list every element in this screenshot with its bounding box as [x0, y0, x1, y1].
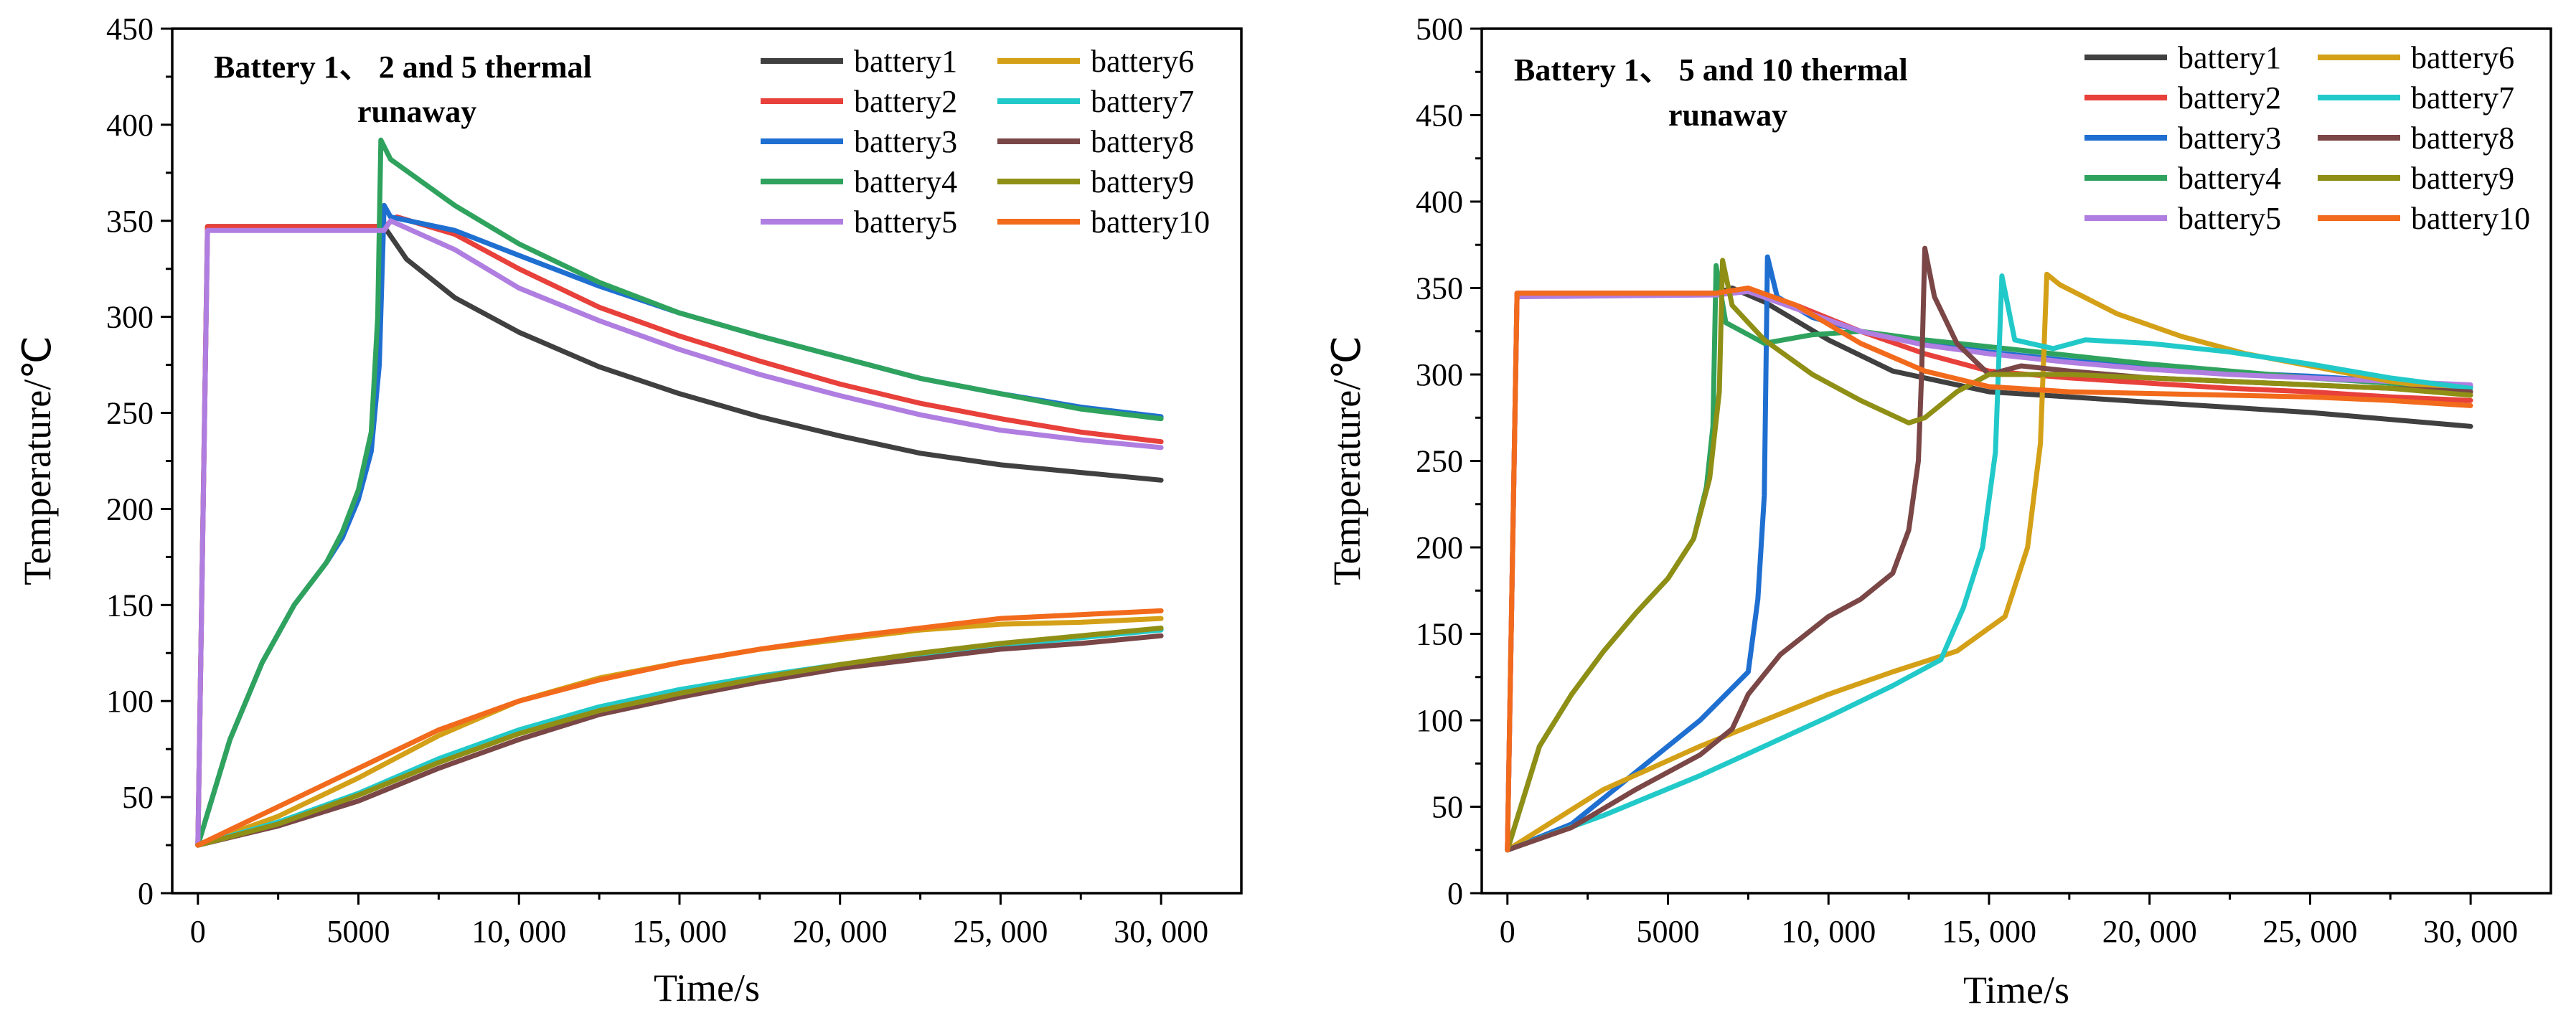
y-tick-label: 150: [1416, 617, 1463, 652]
y-tick-label: 200: [106, 491, 154, 527]
chart-right-ylabel: Temperature/℃: [1325, 336, 1368, 585]
legend-label-battery6: battery6: [2411, 40, 2514, 75]
chart-left-annotation-line1: Battery 1、 2 and 5 thermal: [214, 50, 592, 85]
series-line-battery6: [1505, 271, 2473, 853]
y-tick-label: 250: [1416, 444, 1463, 479]
y-tick-label: 200: [1416, 530, 1463, 565]
legend-label-battery5: battery5: [2178, 201, 2281, 236]
x-tick-label: 10, 000: [1781, 914, 1876, 949]
x-tick-label: 20, 000: [2102, 914, 2197, 949]
legend-label-battery10: battery10: [1091, 204, 1210, 240]
chart-right-series: [1505, 245, 2473, 853]
y-tick-label: 450: [106, 11, 154, 47]
y-tick-label: 100: [106, 684, 154, 719]
legend-label-battery1: battery1: [854, 44, 957, 79]
legend-label-battery8: battery8: [2411, 121, 2514, 156]
x-tick-label: 15, 000: [632, 914, 727, 949]
y-tick-label: 300: [1416, 357, 1463, 392]
x-tick-label: 0: [1500, 914, 1515, 949]
y-tick-label: 400: [1416, 184, 1463, 220]
y-tick-label: 450: [1416, 98, 1463, 133]
legend-label-battery8: battery8: [1091, 124, 1194, 159]
legend-label-battery7: battery7: [1091, 84, 1194, 119]
legend-label-battery2: battery2: [2178, 80, 2281, 116]
series-line-battery1: [195, 224, 1164, 848]
series-line-battery9: [195, 626, 1164, 848]
x-tick-label: 15, 000: [1942, 914, 2036, 949]
chart-left-frame: [171, 27, 1243, 895]
series-line-battery6: [195, 616, 1164, 848]
chart-right-yticks: 0 50 100 150 200 250 300 350 400 450 500: [1416, 11, 1482, 911]
legend-label-battery3: battery3: [854, 124, 957, 159]
chart-right-plot-area: 0 5000 10, 000 15, 000 20, 000 25, 000 30, 000…: [1416, 11, 2552, 949]
legend-label-battery5: battery5: [854, 204, 957, 240]
legend-label-battery2: battery2: [854, 84, 957, 119]
x-tick-label: 10, 000: [471, 914, 566, 949]
y-tick-label: 0: [1447, 876, 1463, 911]
y-tick-label: 300: [106, 300, 154, 335]
legend-label-battery9: battery9: [2411, 161, 2514, 196]
series-line-battery8: [195, 633, 1164, 848]
x-tick-label: 30, 000: [2423, 914, 2518, 949]
chart-left-yticks: 0 50 100 150 200 250 300 350 400 450: [106, 11, 172, 911]
y-tick-label: 350: [1416, 271, 1463, 306]
legend-label-battery6: battery6: [1091, 44, 1194, 79]
series-line-battery9: [1505, 258, 2473, 853]
chart-left: 0 5000 10, 000 15, 000 20, 000 25, 000 30, 000…: [16, 11, 1243, 1009]
x-tick-label: 30, 000: [1114, 914, 1208, 949]
chart-left-ylabel: Temperature/℃: [16, 336, 59, 585]
x-tick-label: 5000: [327, 914, 390, 949]
y-tick-label: 100: [1416, 703, 1463, 738]
chart-left-annotation-line2: runaway: [357, 94, 476, 129]
x-tick-label: 5000: [1637, 914, 1700, 949]
chart-right-frame: [1480, 27, 2552, 895]
chart-left-xticks: 0 5000 10, 000 15, 000 20, 000 25, 000 30, 000: [190, 893, 1208, 949]
y-tick-label: 50: [1432, 790, 1463, 825]
series-line-battery4: [195, 137, 1164, 848]
legend-label-battery3: battery3: [2178, 121, 2281, 156]
chart-left-plot-area: 0 5000 10, 000 15, 000 20, 000 25, 000 30, 000…: [106, 11, 1243, 949]
chart-right-xlabel: Time/s: [1963, 968, 2069, 1012]
y-tick-label: 150: [106, 588, 154, 623]
y-tick-label: 500: [1416, 11, 1463, 47]
legend-label-battery7: battery7: [2411, 80, 2514, 116]
legend-label-battery9: battery9: [1091, 164, 1194, 199]
series-line-battery10: [195, 608, 1164, 848]
chart-right-annotation-line2: runaway: [1668, 98, 1787, 133]
x-tick-label: 0: [190, 914, 206, 949]
chart-left-series: [195, 137, 1164, 848]
chart-right-xticks: 0 5000 10, 000 15, 000 20, 000 25, 000 30, 000: [1500, 893, 2518, 949]
series-line-battery7: [1505, 273, 2473, 853]
chart-left-xlabel: Time/s: [654, 966, 760, 1009]
chart-right: 0 5000 10, 000 15, 000 20, 000 25, 000 30, 000…: [1325, 11, 2552, 1012]
y-tick-label: 50: [122, 780, 154, 815]
series-line-battery10: [1505, 286, 2473, 853]
y-tick-label: 250: [106, 396, 154, 431]
legend-label-battery4: battery4: [2178, 161, 2281, 196]
legend-label-battery10: battery10: [2411, 201, 2530, 236]
chart-right-annotation-line1: Battery 1、 5 and 10 thermal: [1514, 52, 1908, 88]
x-tick-label: 25, 000: [953, 914, 1048, 949]
x-tick-label: 25, 000: [2262, 914, 2357, 949]
chart-left-legend: battery1 battery2 battery3 battery4 battery5…: [761, 44, 1210, 240]
y-tick-label: 400: [106, 108, 154, 143]
legend-label-battery4: battery4: [854, 164, 957, 199]
chart-right-legend: battery1 battery2 battery3 battery4 battery5…: [2084, 40, 2530, 236]
y-tick-label: 0: [138, 876, 154, 911]
x-tick-label: 20, 000: [793, 914, 888, 949]
series-line-battery5: [195, 218, 1164, 848]
y-tick-label: 350: [106, 204, 154, 239]
legend-label-battery1: battery1: [2178, 40, 2281, 75]
